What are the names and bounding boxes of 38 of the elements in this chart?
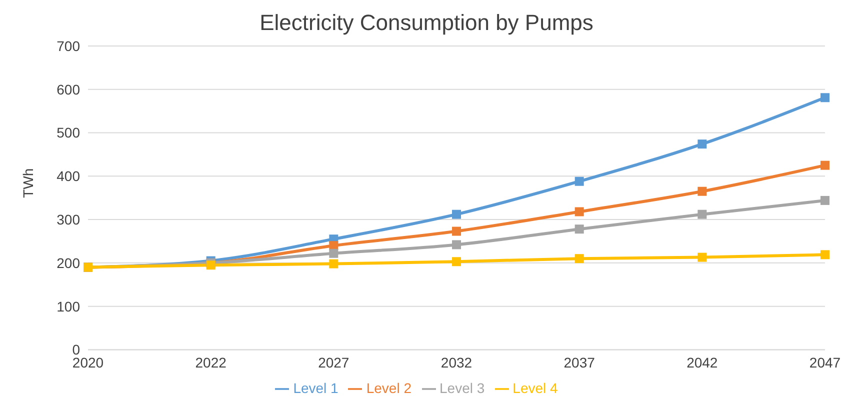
point — [329, 259, 338, 268]
point — [206, 260, 216, 270]
x-tick-label: 2042 — [686, 354, 718, 371]
legend-label: Level 2 — [366, 380, 412, 396]
point — [820, 250, 830, 260]
point — [452, 257, 461, 266]
point — [452, 226, 461, 236]
point — [698, 186, 707, 196]
point — [698, 252, 707, 262]
point — [574, 224, 584, 234]
point — [452, 210, 461, 219]
x-tick-label: 2037 — [564, 354, 596, 371]
legend-label: Level 1 — [293, 380, 338, 396]
y-tick-label: 600 — [56, 81, 80, 98]
legend-label: Level 4 — [512, 380, 558, 396]
point — [574, 207, 584, 216]
y-tick-label: 700 — [56, 38, 80, 54]
point — [574, 254, 584, 264]
y-tick-label: 300 — [56, 212, 80, 228]
x-tick-label: 2032 — [440, 354, 472, 371]
y-tick-label: 500 — [56, 124, 80, 141]
x-tick-label: 2022 — [195, 354, 227, 371]
point — [820, 160, 830, 170]
legend-label: Level 3 — [440, 380, 485, 396]
point — [329, 248, 338, 258]
point — [452, 240, 461, 250]
x-tick-label: 2047 — [809, 354, 841, 371]
point — [574, 176, 584, 186]
point — [698, 210, 707, 219]
y-tick-label: 100 — [56, 298, 80, 314]
y-tick-label: 200 — [56, 254, 80, 271]
point — [698, 140, 707, 149]
chart-title: Electricity Consumption by Pumps — [258, 10, 594, 36]
y-axis-title: TWh — [20, 168, 36, 198]
x-tick-label: 2027 — [318, 354, 350, 371]
point — [820, 196, 830, 205]
y-tick-label: 400 — [56, 168, 80, 184]
point — [820, 93, 830, 102]
